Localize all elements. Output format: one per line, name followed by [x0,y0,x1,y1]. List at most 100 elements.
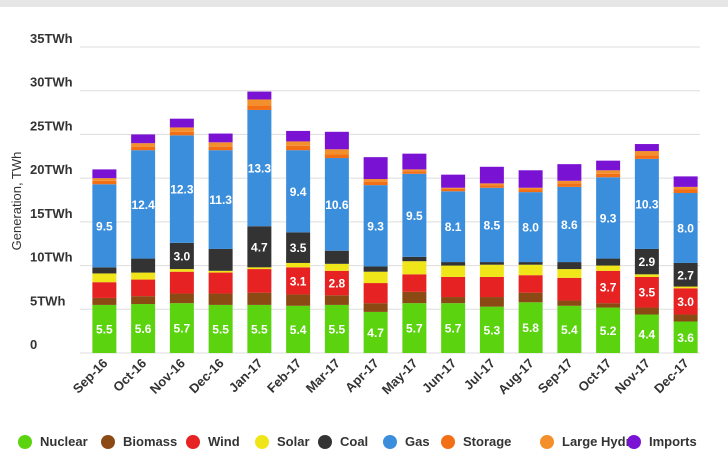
bar-imports-sep-17 [557,164,582,181]
bar-imports-nov-17 [634,144,659,152]
value-label-gas: 9.5 [96,219,113,233]
value-label-wind: 3.7 [600,280,617,294]
bar-nuclear-oct-17 [596,307,621,353]
legend-label: Storage [463,434,512,449]
bar-coal-feb-17 [286,232,311,263]
value-label-nuclear: 5.5 [96,322,113,336]
value-label-gas: 9.3 [367,219,384,233]
bar-large-hydro-feb-17 [286,141,311,146]
value-label-gas: 8.0 [677,221,694,235]
bar-large-hydro-jun-17 [441,187,466,189]
bar-coal-dec-16 [208,248,233,271]
value-label-coal: 4.7 [251,240,268,254]
bar-biomass-nov-16 [169,293,194,304]
bar-solar-jul-17 [479,264,504,277]
value-label-coal: 3.0 [174,249,191,263]
x-tick-label: Oct-16 [110,356,149,395]
bar-wind-aug-17 [518,275,543,293]
value-label-nuclear: 5.8 [522,321,539,335]
value-label-nuclear: 5.7 [445,322,462,336]
bar-biomass-sep-16 [92,297,117,305]
bar-wind-nov-17 [634,276,659,308]
bar-imports-jun-17 [441,174,466,188]
x-tick-label: Oct-17 [575,356,614,395]
bar-solar-dec-17 [673,286,698,289]
bar-imports-oct-17 [596,160,621,171]
value-label-gas: 9.3 [600,211,617,225]
bar-large-hydro-mar-17 [324,149,349,155]
bar-gas-sep-17 [557,186,582,263]
legend-item-imports: Imports [627,434,697,449]
bar-biomass-aug-17 [518,292,543,303]
value-label-nuclear: 3.6 [677,331,694,345]
bar-wind-apr-17 [363,283,388,304]
bar-coal-mar-17 [324,250,349,264]
bar-nuclear-dec-16 [208,304,233,353]
bar-storage-mar-17 [324,154,349,159]
bar-wind-jan-17 [247,269,272,293]
bar-imports-aug-17 [518,170,543,188]
x-tick-label: Feb-17 [264,356,304,396]
x-tick-label: Dec-17 [651,356,692,397]
bar-gas-mar-17 [324,158,349,251]
bar-imports-mar-17 [324,131,349,150]
bar-large-hydro-jul-17 [479,183,504,186]
value-label-nuclear: 5.4 [561,323,578,337]
value-label-wind: 2.8 [329,277,346,291]
y-tick-label: 0 [30,337,37,352]
bar-imports-jan-17 [247,91,272,100]
legend-swatch [18,434,32,449]
bar-nuclear-mar-17 [324,304,349,353]
x-tick-label: Jul-17 [461,356,498,393]
bar-coal-may-17 [402,256,427,262]
value-label-gas: 8.6 [561,218,578,232]
value-label-gas: 10.6 [325,198,349,212]
bar-nuclear-jul-17 [479,306,504,353]
bar-coal-sep-17 [557,262,582,270]
legend-label: Coal [340,434,369,449]
value-label-gas: 8.0 [522,221,539,235]
bar-coal-nov-16 [169,242,194,270]
bar-storage-sep-16 [92,180,117,185]
legend-label: Imports [649,434,697,449]
bar-solar-jun-17 [441,265,466,277]
bar-biomass-feb-17 [286,294,311,306]
bar-large-hydro-apr-17 [363,179,388,182]
legend-item-biomass: Biomass [101,434,177,449]
legend-swatch [627,434,641,449]
bar-nuclear-feb-17 [286,305,311,353]
legend-swatch [255,434,269,449]
value-labels: 5.5 9.5 5.6 12.4 5.7 3.0 12.3 5.5 11.3 5.5 4.7 13.3… [96,162,694,345]
bar-biomass-sep-17 [557,300,582,306]
bar-gas-jan-17 [247,109,272,227]
bar-nuclear-jun-17 [441,303,466,353]
bar-imports-dec-16 [208,133,233,143]
value-label-gas: 8.5 [484,218,501,232]
bar-coal-oct-17 [596,258,621,266]
value-label-gas: 9.4 [290,185,307,199]
bar-gas-oct-17 [596,177,621,259]
bar-imports-dec-17 [673,176,698,187]
value-label-nuclear: 5.4 [290,323,307,337]
bar-biomass-jun-17 [441,297,466,304]
bar-coal-sep-16 [92,267,117,274]
bar-biomass-oct-16 [131,296,156,305]
bar-large-hydro-aug-17 [518,187,543,190]
legend-swatch [101,434,115,449]
bar-biomass-nov-17 [634,307,659,315]
legend-swatch [441,434,455,449]
legend-item-large-hydro: Large Hydro [540,434,639,449]
legend-swatch [540,434,554,449]
legend-label: Nuclear [40,434,88,449]
bar-wind-jun-17 [441,276,466,298]
value-label-gas: 13.3 [248,162,272,176]
bar-storage-sep-17 [557,183,582,187]
legend-swatch [383,434,397,449]
bar-large-hydro-nov-17 [634,151,659,156]
bar-storage-may-17 [402,171,427,174]
bar-coal-jun-17 [441,262,466,266]
bar-solar-aug-17 [518,264,543,276]
bar-wind-mar-17 [324,270,349,296]
value-label-nuclear: 5.5 [212,322,229,336]
